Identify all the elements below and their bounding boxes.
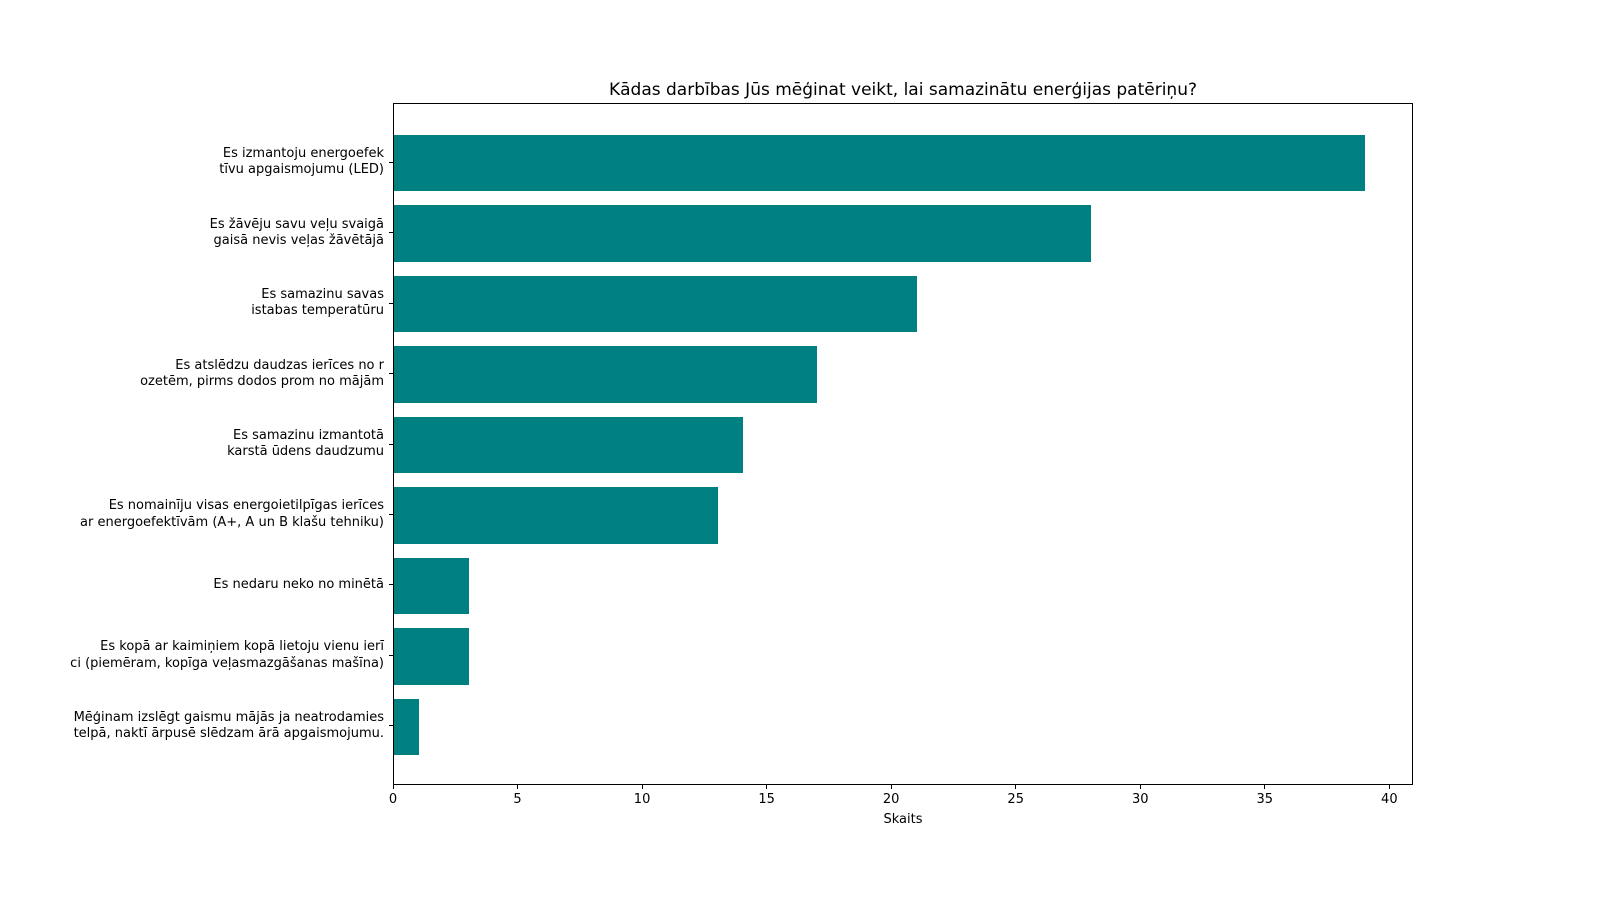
- y-tick-mark: [389, 232, 393, 234]
- bar: [394, 275, 918, 333]
- x-tick-mark: [1015, 785, 1017, 789]
- x-tick-label: 25: [1007, 792, 1024, 807]
- y-tick-label: Mēģinam izslēgt gaismu mājās ja neatroda…: [73, 709, 384, 741]
- x-tick-mark: [1264, 785, 1266, 789]
- x-tick-label: 10: [633, 792, 651, 807]
- y-tick-mark: [389, 584, 393, 586]
- y-tick-label: Es kopā ar kaimiņiem kopā lietoju vienu …: [70, 639, 384, 671]
- bar: [394, 487, 718, 544]
- x-tick-label: 35: [1256, 792, 1274, 807]
- x-tick-mark: [1388, 785, 1390, 789]
- chart-title: Kādas darbības Jūs mēģinat veikt, lai sa…: [608, 80, 1198, 100]
- y-tick-mark: [389, 373, 393, 375]
- bar: [394, 698, 419, 755]
- bar: [394, 557, 469, 615]
- x-tick-mark: [766, 785, 768, 789]
- y-tick-label: Es žāvēju savu veļu svaigā gaisā nevis v…: [209, 216, 384, 248]
- bar: [394, 628, 469, 685]
- y-tick-label: Es izmantoju energoefek tīvu apgaismojum…: [219, 145, 384, 178]
- y-tick-label: Es samazinu savas istabas temperatūru: [251, 286, 384, 319]
- y-tick-label: Es nedaru neko no minētā: [213, 576, 384, 592]
- x-tick-mark: [641, 785, 643, 789]
- x-tick-label: 40: [1381, 792, 1398, 807]
- x-tick-label: 0: [388, 792, 398, 807]
- x-tick-mark: [890, 785, 892, 789]
- x-tick-label: 20: [882, 792, 900, 807]
- y-tick-mark: [389, 654, 393, 656]
- bar: [394, 346, 818, 403]
- bar: [394, 205, 1092, 262]
- y-tick-mark: [389, 725, 393, 727]
- y-tick-label: Es nomainīju visas energoietilpīgas ierī…: [80, 498, 384, 530]
- x-axis-label: Skaits: [883, 812, 923, 827]
- bar: [394, 135, 1366, 192]
- plot-area: [393, 103, 1413, 785]
- x-tick-mark: [1139, 785, 1141, 789]
- x-tick-mark: [517, 785, 519, 789]
- x-tick-mark: [392, 785, 394, 789]
- x-tick-label: 15: [758, 792, 775, 807]
- y-tick-mark: [389, 302, 393, 304]
- y-tick-mark: [389, 443, 393, 445]
- x-tick-label: 30: [1131, 792, 1149, 807]
- bar: [394, 416, 743, 474]
- x-tick-label: 5: [513, 792, 522, 807]
- y-tick-mark: [389, 161, 393, 163]
- y-tick-label: Es atslēdzu daudzas ierīces no r ozetēm,…: [140, 357, 384, 389]
- y-tick-mark: [389, 513, 393, 515]
- y-tick-label: Es samazinu izmantotā karstā ūdens daudz…: [227, 427, 384, 459]
